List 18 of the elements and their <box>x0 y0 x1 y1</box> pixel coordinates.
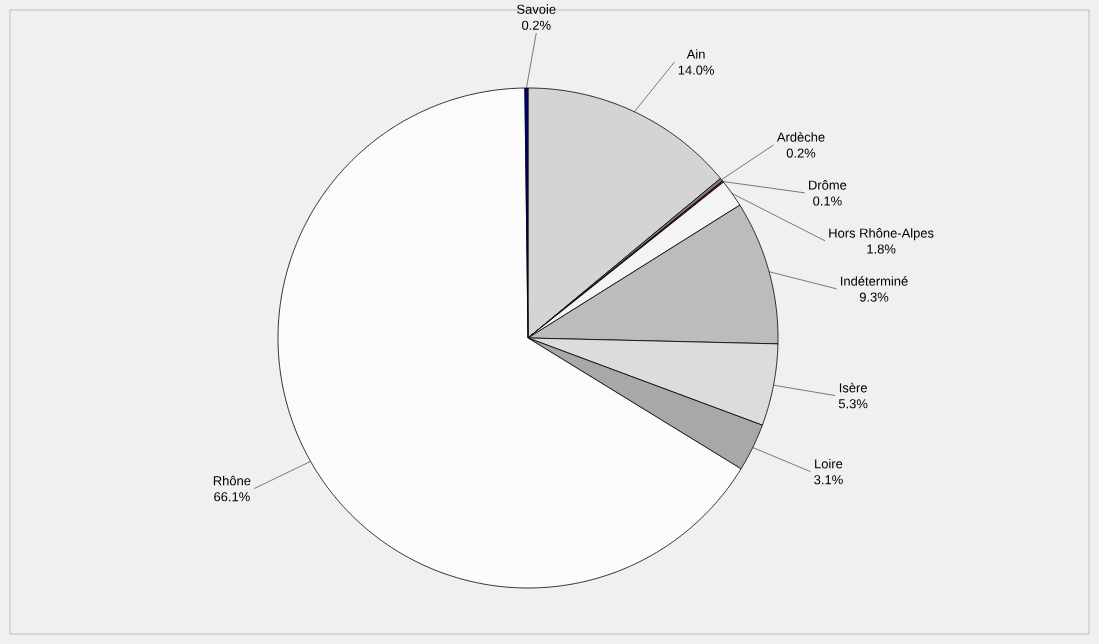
slice-label: Hors Rhône-Alpes <box>829 228 934 241</box>
data-label: 0.2% <box>522 20 551 30</box>
data-label: 66.1% <box>214 492 250 502</box>
slice-label: Rhône <box>213 475 251 486</box>
slice-label: Loire <box>815 458 843 469</box>
data-label: 3.1% <box>814 475 843 485</box>
data-label: 1.8% <box>867 244 896 254</box>
slice-label: Indéterminé <box>841 276 908 286</box>
data-label: 9.3% <box>859 292 889 302</box>
data-label: 5.3% <box>838 399 868 409</box>
slice-label: Ain <box>686 49 705 59</box>
slice-label: Isère <box>839 382 867 393</box>
slice-label: Drôme <box>809 180 847 190</box>
slice-label: Ardèche <box>776 132 825 142</box>
data-label: 0.1% <box>813 196 842 206</box>
data-label: 0.2% <box>786 148 816 158</box>
slice-label: Savoie <box>517 4 556 14</box>
data-label: 14.0% <box>678 65 714 75</box>
